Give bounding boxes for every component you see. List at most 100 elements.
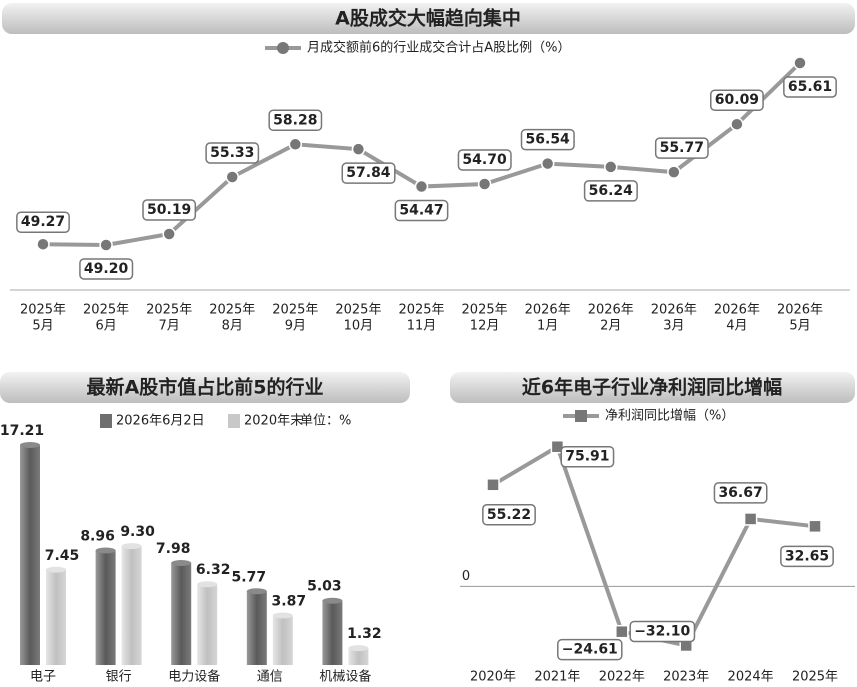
value-label: 57.84 — [346, 165, 391, 181]
value-label: 50.19 — [147, 202, 191, 218]
x-tick-label: 3月 — [663, 319, 684, 334]
value-label: 5.03 — [307, 579, 342, 595]
chart-title: 最新A股市值占比前5的行业 — [87, 376, 324, 399]
x-tick-label: 2026年 — [714, 303, 760, 318]
value-label-box — [268, 109, 323, 132]
point — [730, 117, 744, 131]
x-tick-label: 银行 — [106, 670, 132, 685]
value-label: 3.87 — [272, 594, 307, 610]
bar — [171, 563, 192, 665]
x-tick-label: 2025年 — [462, 303, 508, 318]
value-label-box — [394, 199, 449, 222]
bar-cap — [348, 645, 369, 652]
legend-label: 2020年末 — [244, 414, 303, 429]
value-label: 75.91 — [565, 449, 609, 465]
x-tick-label: 5月 — [32, 319, 53, 334]
x-tick-label: 10月 — [344, 319, 374, 334]
x-tick-label: 2025年 — [146, 303, 192, 318]
value-label: 55.77 — [660, 140, 704, 156]
line — [491, 443, 816, 648]
chart-title: A股成交大幅趋向集中 — [335, 7, 521, 30]
x-tick-label: 通信 — [257, 670, 283, 685]
point — [486, 478, 500, 492]
point — [743, 512, 758, 526]
point — [99, 238, 113, 252]
value-label: 56.54 — [526, 132, 571, 148]
value-label: 8.96 — [80, 528, 115, 544]
x-tick-label: 2月 — [600, 319, 621, 334]
value-label-box — [654, 137, 709, 159]
bar-cap — [95, 547, 116, 554]
value-label-box — [560, 445, 615, 468]
bar — [197, 584, 218, 665]
value-label-box — [629, 620, 696, 643]
legend-label: 月成交额前6的行业成交合计占A股比例（%） — [307, 40, 571, 56]
value-label-box — [16, 211, 70, 233]
bar-cap — [322, 597, 343, 604]
point — [808, 519, 822, 534]
legend-marker — [575, 410, 587, 422]
x-tick-label: 2025年 — [272, 303, 318, 318]
legend-label: 2026年6月2日 — [116, 414, 205, 429]
x-tick-label: 2023年 — [663, 670, 709, 685]
value-label-box — [457, 149, 512, 171]
point — [36, 237, 50, 251]
y-tick-label: 0 — [462, 569, 470, 584]
bar — [20, 445, 40, 665]
x-tick-label: 4月 — [726, 319, 747, 334]
point — [288, 137, 303, 152]
value-label: 7.98 — [156, 541, 191, 557]
value-label: 49.20 — [84, 261, 129, 277]
value-label-box — [341, 162, 396, 184]
value-label: 32.65 — [785, 548, 829, 564]
x-tick-label: 电力设备 — [168, 669, 220, 685]
x-tick-label: 2025年 — [20, 303, 66, 318]
point — [414, 179, 429, 194]
bar — [246, 591, 267, 665]
point — [793, 56, 807, 70]
legend-label: 净利润同比增幅（%） — [605, 409, 734, 424]
x-tick-label: 2026年 — [588, 303, 634, 318]
x-tick-label: 5月 — [789, 319, 810, 334]
value-label-box — [79, 258, 134, 280]
legend-marker — [277, 42, 289, 54]
chart-title: 近6年电子行业净利润同比增幅 — [522, 376, 782, 399]
x-tick-label: 1月 — [537, 319, 558, 334]
value-label-box — [713, 482, 768, 504]
point — [667, 165, 681, 179]
value-label: 65.61 — [788, 79, 832, 95]
value-label-box — [557, 638, 623, 661]
value-label-box — [142, 199, 197, 221]
point — [604, 160, 618, 174]
value-label: 1.32 — [347, 626, 382, 642]
title-bar — [2, 3, 855, 34]
bar — [348, 648, 369, 665]
value-label: 55.22 — [487, 507, 531, 523]
x-tick-label: 12月 — [470, 319, 500, 334]
value-label: −24.61 — [562, 642, 618, 658]
value-label: −32.10 — [634, 623, 690, 639]
value-label-box — [520, 128, 575, 151]
bar-cap — [246, 588, 267, 595]
value-label: 58.28 — [273, 112, 317, 128]
x-tick-label: 2025年 — [335, 303, 381, 318]
value-label: 60.09 — [715, 92, 759, 108]
x-tick-label: 电子 — [30, 670, 56, 685]
value-label-box — [205, 142, 260, 164]
x-tick-label: 2026年 — [525, 303, 571, 318]
value-label: 54.70 — [462, 152, 507, 168]
value-label-box — [780, 545, 834, 568]
x-tick-label: 机械设备 — [319, 669, 371, 685]
x-tick-label: 2025年 — [792, 670, 838, 685]
value-label: 36.67 — [718, 485, 762, 501]
legend-swatch — [228, 414, 240, 428]
point — [162, 227, 176, 241]
value-label-box — [583, 180, 638, 202]
x-tick-label: 2026年 — [651, 303, 697, 318]
x-tick-label: 8月 — [222, 319, 243, 334]
bar — [272, 615, 293, 665]
value-label: 49.27 — [21, 214, 65, 230]
x-tick-label: 2024年 — [728, 670, 774, 685]
